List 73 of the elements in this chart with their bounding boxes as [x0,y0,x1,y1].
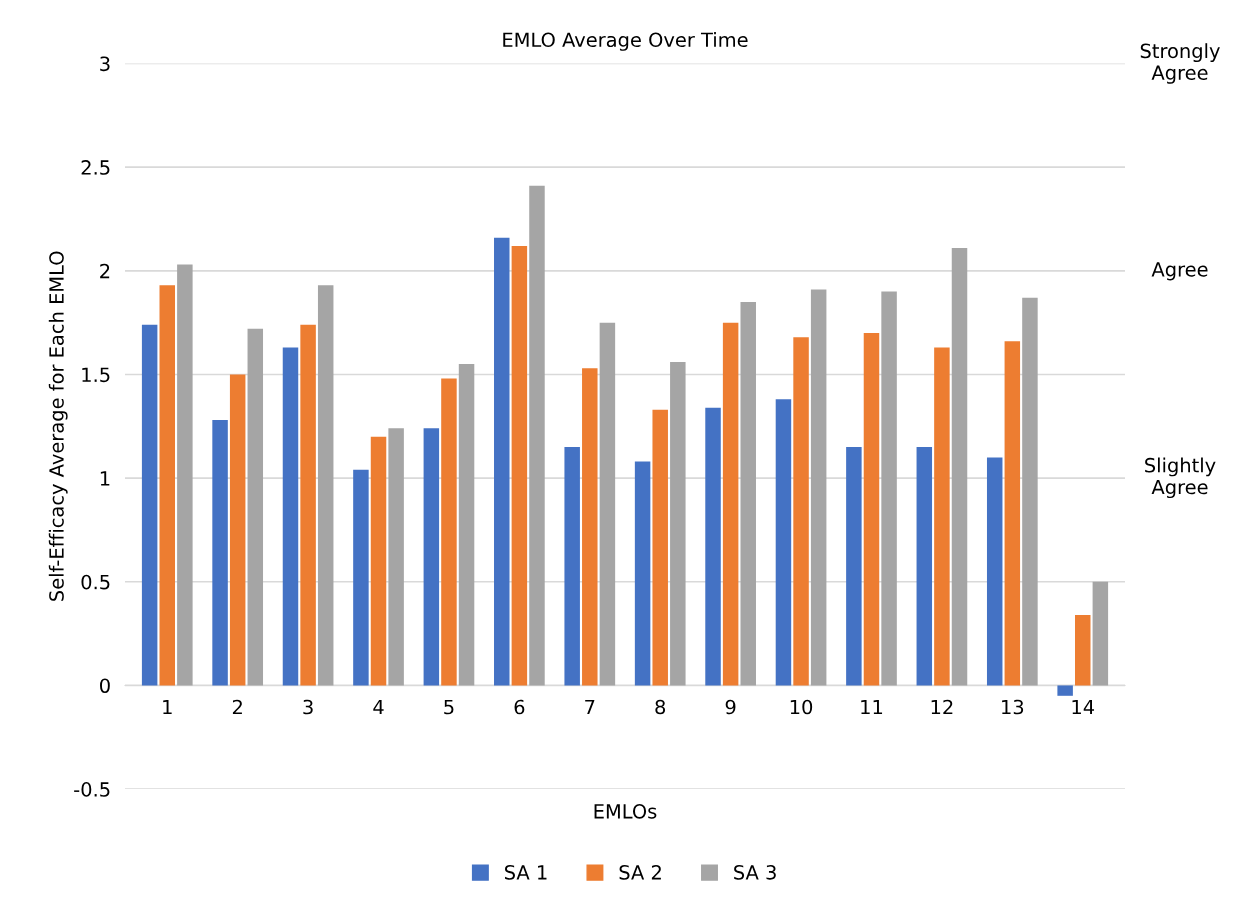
bar [282,347,299,686]
y-tick-label: 3 [100,56,110,72]
bar [986,457,1003,686]
x-tick-label: 13 [1002,699,1024,715]
bar [1075,614,1091,686]
bar [846,447,862,686]
bar [705,407,721,686]
bar [863,333,880,686]
bar [229,374,246,686]
bar [670,362,686,686]
text: Strongly Agree [1140,43,1220,84]
bar [1004,341,1021,686]
bar [317,285,334,686]
legend-label: SA 1 [505,864,547,880]
bar [793,337,809,686]
x-tick-label: 7 [585,699,595,715]
legend-label: SA 2 [619,864,661,880]
x-tick-label: 12 [931,699,953,715]
x-tick-label: 11 [861,699,883,715]
bar [423,428,440,686]
x-tick-label: 9 [725,699,736,715]
x-tick-label: 14 [1072,699,1095,715]
bar [652,409,668,686]
bar [599,322,616,686]
bar [1092,581,1109,686]
bar [529,185,545,686]
bar [582,368,598,686]
bar [388,428,404,686]
y-tick-label: 2 [100,263,110,279]
bar [177,264,193,686]
bar [494,237,510,686]
bar [212,420,228,686]
bar [1057,685,1073,696]
y-tick-label: 1 [100,471,110,486]
y-axis-title: Self-Efficacy Average for Each EMLO [48,251,68,601]
bar [300,324,316,686]
chart-title: EMLO Average Over Time [503,32,748,51]
bar [370,436,387,686]
bar [564,447,580,686]
bar [881,291,897,686]
text: Slightly Agree [1145,457,1216,499]
x-tick-label: 4 [373,699,384,715]
text: Agree [1151,262,1208,281]
y-tick-label: 0.5 [81,574,110,590]
x-tick-label: 1 [163,699,172,715]
bar [934,347,950,686]
bar [441,378,457,686]
x-axis-title: EMLOs [594,803,657,819]
bar [353,469,369,686]
bar [159,285,175,686]
bar [634,461,651,686]
x-tick-label: 3 [303,699,313,715]
bar [740,301,756,686]
bar [775,399,792,686]
x-tick-label: 8 [655,699,666,715]
bar [141,324,158,686]
bar [458,364,475,686]
bar [916,447,933,686]
x-tick-label: 6 [514,699,525,715]
x-tick-label: 2 [232,699,242,715]
bar [511,245,528,686]
x-tick-label: 5 [444,699,454,715]
y-tick-label: 2.5 [81,160,110,175]
y-tick-label: 0 [100,678,110,694]
x-tick-label: 10 [790,699,813,715]
bar [1022,297,1038,686]
y-tick-label: 1.5 [82,367,110,383]
bar [951,248,968,686]
bar [247,328,264,686]
legend-label: SA 3 [734,864,776,880]
bar [722,322,739,686]
y-tick-label: -0.5 [74,782,110,797]
bar [810,289,827,686]
